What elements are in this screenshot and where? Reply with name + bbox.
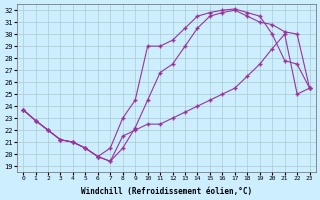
X-axis label: Windchill (Refroidissement éolien,°C): Windchill (Refroidissement éolien,°C) [81,187,252,196]
